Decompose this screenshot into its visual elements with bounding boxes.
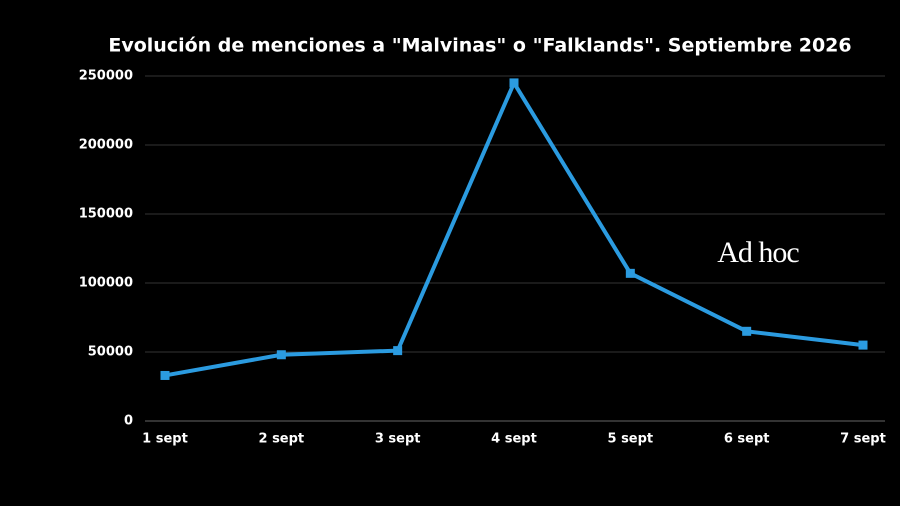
x-tick-label: 1 sept: [142, 432, 188, 447]
y-tick-label: 100000: [79, 276, 133, 291]
data-point: [160, 370, 170, 380]
y-tick-label: 50000: [88, 345, 133, 360]
data-point: [509, 78, 519, 88]
y-tick-label: 250000: [79, 69, 133, 84]
data-point: [276, 350, 286, 360]
x-tick-label: 6 sept: [724, 432, 770, 447]
watermark: Ad hoc: [717, 236, 799, 269]
x-tick-label: 2 sept: [259, 432, 305, 447]
x-tick-label: 4 sept: [491, 432, 537, 447]
x-tick-label: 5 sept: [608, 432, 654, 447]
data-point: [742, 326, 752, 336]
data-point: [393, 346, 403, 356]
x-tick-label: 7 sept: [840, 432, 886, 447]
x-tick-label: 3 sept: [375, 432, 421, 447]
data-point: [625, 268, 635, 278]
data-point: [858, 340, 868, 350]
y-tick-label: 200000: [79, 138, 133, 153]
y-tick-label: 0: [124, 414, 133, 429]
chart-title: Evolución de menciones a "Malvinas" o "F…: [108, 35, 851, 57]
y-tick-label: 150000: [79, 207, 133, 222]
